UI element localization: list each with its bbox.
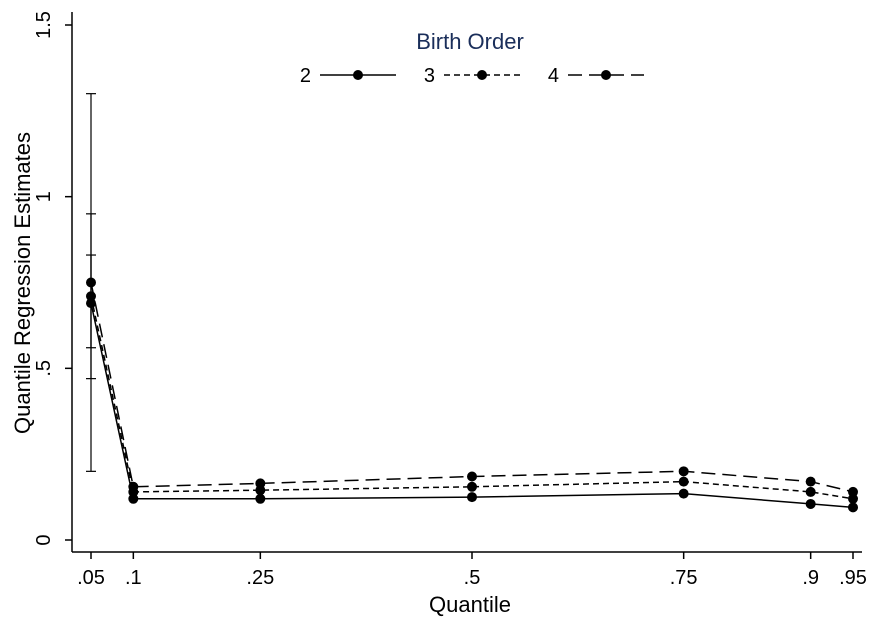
data-point-4 bbox=[467, 471, 477, 482]
x-tick-label: .25 bbox=[246, 567, 274, 589]
data-point-2 bbox=[128, 493, 139, 504]
series-points bbox=[86, 277, 858, 513]
data-point-3 bbox=[86, 291, 96, 302]
x-tick-label: .05 bbox=[77, 567, 105, 589]
data-point-4 bbox=[128, 481, 139, 492]
series-line-4 bbox=[90, 282, 854, 493]
data-point-2 bbox=[848, 502, 858, 513]
x-axis-title: Quantile bbox=[429, 592, 511, 617]
legend-label-2: 2 bbox=[300, 65, 311, 87]
data-point-2 bbox=[467, 492, 477, 503]
x-tick-label: .9 bbox=[802, 567, 819, 589]
y-axis-title: Quantile Regression Estimates bbox=[10, 132, 35, 434]
legend-marker-2 bbox=[353, 70, 363, 80]
data-point-3 bbox=[805, 486, 816, 497]
legend-title: Birth Order bbox=[416, 29, 524, 54]
x-tick-label: .95 bbox=[839, 567, 867, 589]
legend: Birth Order 2 3 4 bbox=[300, 29, 644, 87]
x-ticks: .05 .1 .25 .5 .75 .9 .95 bbox=[77, 552, 867, 589]
x-tick-label: .75 bbox=[670, 567, 698, 589]
y-tick-label: 1.5 bbox=[33, 11, 55, 39]
data-point-3 bbox=[678, 476, 689, 487]
y-tick-label: 1 bbox=[33, 191, 55, 202]
axes bbox=[71, 12, 862, 553]
data-point-3 bbox=[255, 485, 266, 496]
data-point-2 bbox=[678, 488, 689, 499]
data-point-4 bbox=[255, 478, 266, 489]
series-line-3 bbox=[90, 296, 854, 500]
x-tick-label: .1 bbox=[125, 567, 142, 589]
legend-marker-4 bbox=[601, 70, 611, 80]
data-point-4 bbox=[805, 476, 816, 487]
legend-marker-3 bbox=[477, 70, 487, 80]
data-point-4 bbox=[678, 466, 689, 477]
data-point-3 bbox=[848, 493, 858, 504]
y-ticks: 0 .5 1 1.5 bbox=[33, 11, 72, 546]
x-tick-label: .5 bbox=[464, 567, 481, 589]
data-point-2 bbox=[86, 298, 96, 309]
legend-label-4: 4 bbox=[548, 65, 559, 87]
data-point-3 bbox=[467, 481, 477, 492]
data-point-4 bbox=[86, 277, 96, 288]
data-point-2 bbox=[255, 493, 266, 504]
legend-label-3: 3 bbox=[424, 65, 435, 87]
y-tick-label: 0 bbox=[33, 534, 55, 545]
y-tick-label: .5 bbox=[33, 360, 55, 377]
data-point-2 bbox=[805, 498, 816, 509]
data-point-4 bbox=[848, 486, 858, 497]
